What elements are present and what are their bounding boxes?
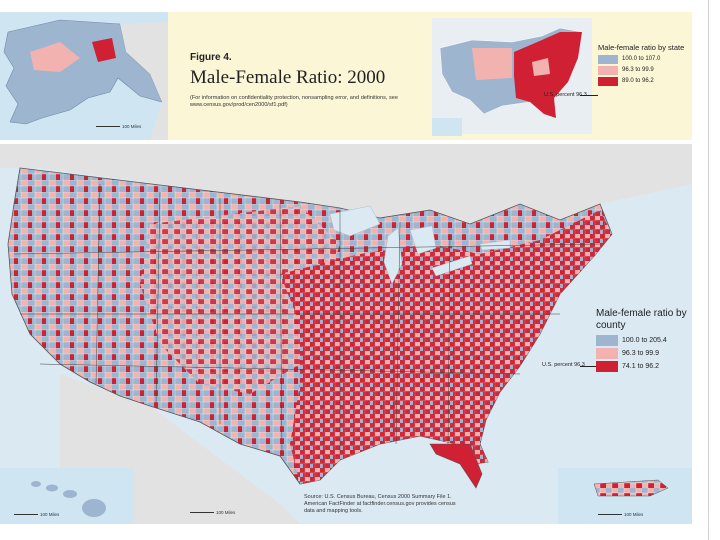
alaska-scale-label: 100 Miles bbox=[122, 124, 142, 129]
alaska-inset-map: 100 Miles bbox=[0, 12, 168, 140]
county-legend-swatch-low bbox=[596, 361, 618, 372]
lake-michigan bbox=[383, 227, 403, 285]
puerto-rico-scale-label: 100 Miles bbox=[624, 512, 644, 517]
hawaii-scale-bar: 100 Miles bbox=[14, 512, 59, 517]
alaska-map-svg bbox=[3, 19, 168, 140]
page-title: Male-Female Ratio: 2000 bbox=[190, 67, 386, 88]
county-legend-label: 100.0 to 205.4 bbox=[622, 337, 667, 344]
state-legend-item: 100.0 to 107.0 bbox=[598, 54, 694, 64]
state-inset-hawaii bbox=[432, 118, 462, 136]
hawaii-scale-label: 100 Miles bbox=[40, 512, 60, 517]
puerto-rico-shape bbox=[593, 479, 669, 497]
county-legend-item: 74.1 to 96.2 bbox=[596, 361, 694, 372]
state-legend-label: 100.0 to 107.0 bbox=[622, 56, 661, 63]
alaska-region-low bbox=[92, 38, 116, 62]
lake-superior bbox=[329, 205, 381, 237]
state-legend-swatch-high bbox=[598, 54, 618, 64]
state-us-percent-marker bbox=[580, 95, 598, 96]
county-us-percent-label: U.S. percent 96.3 bbox=[542, 362, 585, 368]
alaska-scale-bar: 100 Miles bbox=[96, 124, 141, 129]
state-us-percent-label: U.S. percent 96.3 bbox=[544, 92, 587, 98]
hawaii-island bbox=[31, 481, 41, 487]
state-legend-swatch-low bbox=[598, 76, 618, 86]
hawaii-island bbox=[82, 499, 106, 517]
state-inset-low-region bbox=[514, 32, 582, 118]
county-legend-label: 96.3 to 99.9 bbox=[622, 350, 659, 357]
county-legend-label: 74.1 to 96.2 bbox=[622, 363, 659, 370]
puerto-rico-inset-map: 100 Miles bbox=[558, 468, 692, 524]
state-legend-item: 89.0 to 96.2 bbox=[598, 76, 694, 86]
lake-ontario bbox=[479, 239, 511, 251]
state-inset-map bbox=[432, 18, 592, 134]
source-note: Source: U.S. Census Bureau, Census 2000 … bbox=[304, 494, 456, 514]
hawaii-inset-map: 100 Miles bbox=[0, 468, 134, 524]
lake-erie bbox=[431, 255, 473, 277]
mainland-scale-bar: 100 Miles bbox=[190, 510, 235, 515]
county-legend-title: Male-female ratio by county bbox=[596, 308, 687, 331]
county-legend-swatch-mid bbox=[596, 348, 618, 359]
state-legend-swatch-mid bbox=[598, 65, 618, 75]
puerto-rico-scale-bar: 100 Miles bbox=[598, 512, 643, 517]
florida bbox=[429, 443, 483, 489]
county-legend-item: 100.0 to 205.4 bbox=[596, 335, 694, 346]
hawaii-map-svg bbox=[31, 481, 106, 517]
county-legend: Male-female ratio by county 100.0 to 205… bbox=[596, 308, 694, 372]
mainland-scale-label: 100 Miles bbox=[216, 510, 236, 515]
county-map-svg bbox=[0, 144, 692, 524]
figure-note: (For information on confidentiality prot… bbox=[190, 95, 399, 109]
puerto-rico-map-svg bbox=[593, 479, 669, 497]
page-divider bbox=[708, 0, 709, 540]
figure-label: Figure 4. bbox=[190, 52, 232, 63]
hawaii-island bbox=[46, 484, 58, 492]
alaska-region-mid bbox=[30, 42, 80, 72]
state-inset-mid-east bbox=[532, 58, 550, 76]
county-legend-item: 96.3 to 99.9 bbox=[596, 348, 694, 359]
state-boundaries bbox=[13, 183, 601, 455]
state-inset-mid-region bbox=[472, 48, 512, 80]
state-legend-label: 96.3 to 99.9 bbox=[622, 67, 654, 74]
county-region-mixed bbox=[140, 206, 340, 394]
hawaii-island bbox=[63, 490, 77, 498]
canada-shape bbox=[120, 22, 168, 140]
state-legend-title: Male-female ratio by state bbox=[598, 43, 685, 52]
county-region-low bbox=[280, 210, 612, 484]
state-legend: Male-female ratio by state 100.0 to 107.… bbox=[598, 43, 694, 86]
state-legend-item: 96.3 to 99.9 bbox=[598, 65, 694, 75]
state-legend-label: 89.0 to 96.2 bbox=[622, 78, 654, 85]
county-legend-swatch-high bbox=[596, 335, 618, 346]
county-us-percent-marker bbox=[580, 366, 596, 367]
header-text-block: Figure 4. Male-Female Ratio: 2000 (For i… bbox=[190, 52, 430, 110]
